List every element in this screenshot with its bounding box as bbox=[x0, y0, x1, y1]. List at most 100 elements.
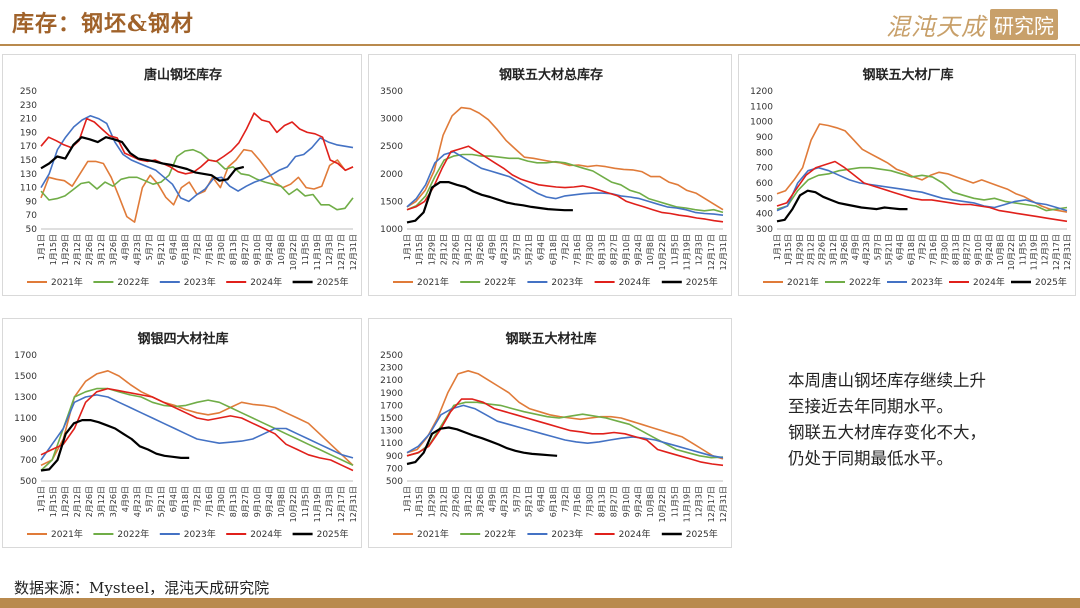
y-tick-label: 2500 bbox=[380, 142, 403, 152]
x-tick-label: 7月16日 bbox=[205, 234, 214, 265]
legend-label: 2022年 bbox=[484, 276, 516, 288]
y-tick-label: 210 bbox=[20, 115, 37, 125]
data-source: 数据来源：Mysteel，混沌天成研究院 bbox=[14, 579, 270, 597]
chart-mysteel-plant-inventory: 钢联五大材厂库 300 400 500 600 700 800 900 1000 1100 1200… bbox=[750, 67, 1072, 288]
y-tick-label: 1700 bbox=[14, 351, 37, 361]
x-tick-label: 11月19日 bbox=[683, 486, 692, 522]
y-tick-label: 1000 bbox=[380, 225, 403, 235]
x-tick-label: 8月13日 bbox=[597, 486, 606, 517]
x-tick-label: 12月3日 bbox=[325, 234, 334, 265]
x-tick-label: 1月15日 bbox=[415, 234, 424, 265]
y-tick-label: 110 bbox=[20, 184, 37, 194]
x-tick-label: 11月5日 bbox=[1018, 234, 1027, 265]
brand-stamp: 研究院 bbox=[990, 8, 1058, 40]
x-tick-label: 6月18日 bbox=[907, 234, 916, 265]
y-tick-label: 1000 bbox=[750, 118, 773, 128]
y-tick-label: 300 bbox=[756, 225, 773, 235]
series-line-2023 bbox=[406, 150, 724, 216]
x-tick-label: 12月3日 bbox=[1041, 234, 1050, 265]
y-tick-label: 50 bbox=[26, 225, 38, 235]
x-tick-label: 5月21日 bbox=[525, 234, 534, 265]
series-line-2023 bbox=[40, 114, 354, 203]
x-tick-label: 1月15日 bbox=[784, 234, 793, 265]
x-tick-label: 10月22日 bbox=[1007, 234, 1016, 270]
x-tick-label: 8月13日 bbox=[229, 234, 238, 265]
chart-title: 钢联五大材厂库 bbox=[862, 67, 953, 83]
y-tick-label: 170 bbox=[20, 142, 37, 152]
x-tick-label: 8月27日 bbox=[963, 234, 972, 265]
x-tick-label: 12月17日 bbox=[707, 234, 716, 270]
x-tick-label: 12月17日 bbox=[1052, 234, 1061, 270]
legend-label: 2025年 bbox=[317, 276, 349, 288]
x-tick-label: 12月3日 bbox=[325, 486, 334, 517]
x-tick-label: 12月31日 bbox=[349, 234, 358, 270]
y-tick-label: 3000 bbox=[380, 115, 403, 125]
y-tick-label: 1300 bbox=[380, 427, 403, 437]
y-tick-label: 190 bbox=[20, 128, 37, 138]
x-tick-label: 1月29日 bbox=[61, 486, 70, 517]
x-tick-label: 7月30日 bbox=[217, 234, 226, 265]
x-tick-label: 9月10日 bbox=[974, 234, 983, 265]
legend-label: 2021年 bbox=[787, 276, 819, 288]
y-tick-label: 150 bbox=[20, 156, 37, 166]
series-line-2024 bbox=[406, 145, 724, 223]
x-tick-label: 4月9日 bbox=[488, 234, 497, 260]
x-tick-label: 12月17日 bbox=[707, 486, 716, 522]
x-tick-label: 9月24日 bbox=[265, 486, 274, 517]
y-tick-label: 2100 bbox=[380, 376, 403, 386]
x-tick-label: 9月24日 bbox=[265, 234, 274, 265]
x-tick-label: 10月8日 bbox=[646, 486, 655, 517]
commentary-line: 仍处于同期最低水平。 bbox=[788, 449, 953, 468]
chart-title: 唐山钢坯库存 bbox=[144, 67, 222, 83]
y-tick-label: 1500 bbox=[380, 197, 403, 207]
x-tick-label: 3月26日 bbox=[840, 234, 849, 265]
x-tick-label: 11月5日 bbox=[301, 234, 310, 265]
legend-label: 2023年 bbox=[184, 528, 216, 540]
chart-panel-2: 钢联五大材总库存 1000 1500 2000 2500 3000 3500 1月1日 1月15… bbox=[368, 54, 732, 296]
series-line-2025 bbox=[776, 189, 908, 223]
series-line-2023 bbox=[406, 404, 724, 459]
x-tick-label: 10月22日 bbox=[658, 486, 667, 522]
x-tick-label: 4月23日 bbox=[500, 234, 509, 265]
x-tick-label: 11月5日 bbox=[670, 486, 679, 517]
legend-label: 2025年 bbox=[686, 276, 718, 288]
x-tick-label: 2月12日 bbox=[439, 486, 448, 517]
x-tick-label: 3月26日 bbox=[109, 234, 118, 265]
x-tick-label: 6月18日 bbox=[181, 486, 190, 517]
legend-label: 2024年 bbox=[250, 276, 282, 288]
series-line-2025 bbox=[40, 136, 245, 182]
x-tick-label: 12月31日 bbox=[719, 234, 728, 270]
x-tick-label: 6月4日 bbox=[537, 234, 546, 260]
commentary-line: 本周唐山钢坯库存继续上升 bbox=[788, 371, 986, 390]
x-tick-label: 8月13日 bbox=[597, 234, 606, 265]
x-tick-label: 7月16日 bbox=[573, 234, 582, 265]
x-tick-label: 7月2日 bbox=[561, 486, 570, 512]
y-tick-label: 1500 bbox=[14, 372, 37, 382]
x-tick-label: 10月8日 bbox=[277, 486, 286, 517]
y-tick-label: 900 bbox=[756, 133, 773, 143]
x-tick-label: 12月3日 bbox=[695, 234, 704, 265]
x-tick-label: 1月29日 bbox=[427, 486, 436, 517]
chart-panel-4: 钢银四大材社库 500 700 900 1100 1300 1500 1700 1月1日 1月15… bbox=[2, 318, 362, 548]
legend-label: 2025年 bbox=[686, 528, 718, 540]
legend-label: 2021年 bbox=[417, 528, 449, 540]
y-tick-label: 600 bbox=[756, 179, 773, 189]
x-tick-label: 1月1日 bbox=[403, 234, 412, 260]
y-tick-label: 900 bbox=[386, 452, 403, 462]
y-tick-label: 130 bbox=[20, 170, 37, 180]
x-tick-label: 2月26日 bbox=[85, 486, 94, 517]
chart-banksteel-social-inventory: 钢银四大材社库 500 700 900 1100 1300 1500 1700 1月1日 1月15… bbox=[14, 331, 358, 540]
x-tick-label: 7月2日 bbox=[193, 486, 202, 512]
x-tick-label: 11月19日 bbox=[313, 486, 322, 522]
x-tick-label: 10月8日 bbox=[277, 234, 286, 265]
y-tick-label: 70 bbox=[26, 211, 38, 221]
x-tick-label: 5月7日 bbox=[512, 234, 521, 260]
x-tick-label: 12月31日 bbox=[349, 486, 358, 522]
x-tick-label: 2月12日 bbox=[73, 234, 82, 265]
y-tick-label: 500 bbox=[386, 477, 403, 487]
x-tick-label: 2月12日 bbox=[73, 486, 82, 517]
x-tick-label: 2月26日 bbox=[452, 486, 461, 517]
x-tick-label: 12月31日 bbox=[1063, 234, 1072, 270]
x-tick-label: 5月21日 bbox=[157, 486, 166, 517]
y-tick-label: 90 bbox=[26, 197, 38, 207]
